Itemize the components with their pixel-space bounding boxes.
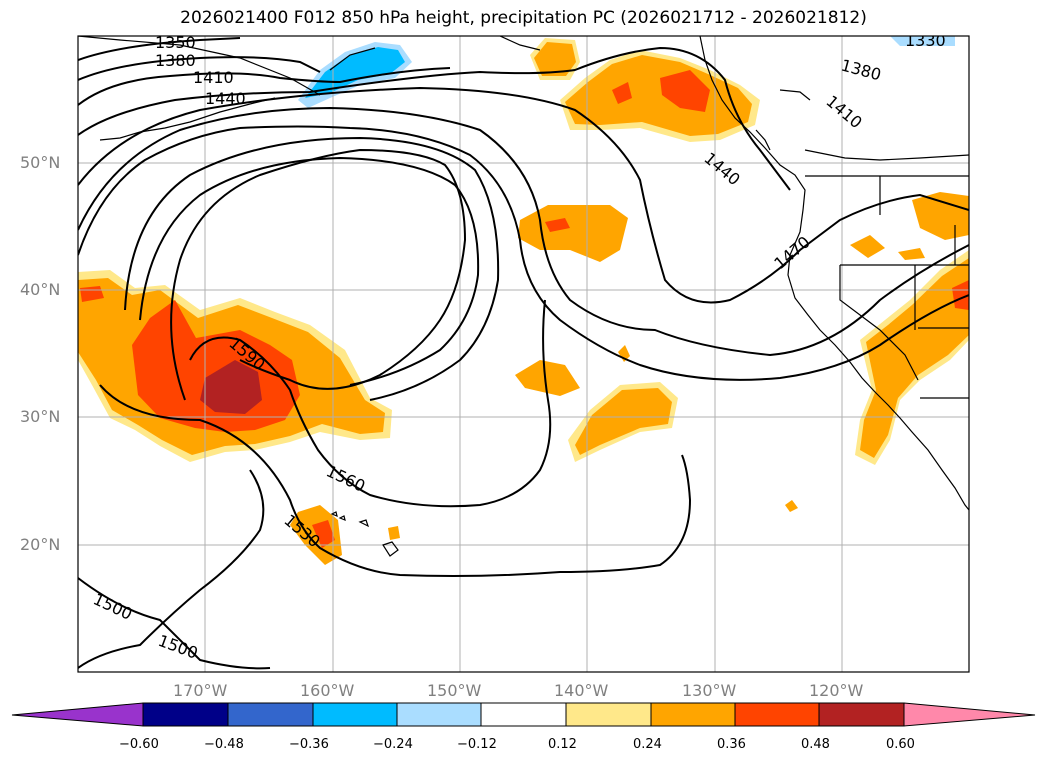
contour-label: 1470 <box>770 232 813 273</box>
colorbar-tick-label: 0.36 <box>717 737 746 752</box>
colorbar-segment <box>312 702 398 727</box>
contour-inner-1 <box>124 136 500 401</box>
lat-label: 40°N <box>20 280 61 299</box>
colorbar-tick-label: −0.48 <box>204 737 244 752</box>
contour-label: 1560 <box>323 461 368 495</box>
colorbar-segment <box>227 702 314 727</box>
map-title: 2026021400 F012 850 hPa height, precipit… <box>180 8 867 28</box>
colorbar-segment <box>818 702 905 727</box>
colorbar-extend-low <box>11 702 144 727</box>
colorbar-extend-high <box>903 702 1036 727</box>
precip-area-gulf-mid <box>534 42 576 76</box>
lat-label: 20°N <box>20 535 61 554</box>
precip-area-central-3-mid <box>575 388 672 455</box>
colorbar <box>11 702 1036 727</box>
lat-label: 50°N <box>20 153 61 172</box>
contour-1470-south <box>78 469 265 669</box>
precip-area-oregon <box>912 192 969 240</box>
contour-1380 <box>78 56 321 81</box>
contour-1500-south <box>78 577 271 670</box>
lon-label: 140°W <box>554 681 609 700</box>
height-contours <box>78 37 969 670</box>
contour-label: 1380 <box>839 56 883 85</box>
precip-area-dot-2 <box>785 500 798 512</box>
lon-label: 130°W <box>682 681 737 700</box>
contour-1410 <box>78 67 451 106</box>
colorbar-tick-label: −0.60 <box>119 737 159 752</box>
precip-area-bc-mid <box>565 55 752 136</box>
precip-area-hawaii-small <box>388 526 400 540</box>
contour-1530-north <box>78 125 969 381</box>
lat-label: 30°N <box>20 407 61 426</box>
precip-area-bc-high <box>660 70 710 112</box>
precip-area-nevada-dot <box>850 235 885 258</box>
map-frame <box>77 35 970 673</box>
colorbar-tick-label: −0.36 <box>289 737 329 752</box>
contour-1350 <box>78 37 241 61</box>
lon-label: 150°W <box>427 681 482 700</box>
colorbar-tick-label: 0.60 <box>886 737 915 752</box>
contour-inner-2 <box>139 156 480 386</box>
colorbar-tick-label: −0.12 <box>457 737 497 752</box>
precip-area-california-core <box>952 280 969 310</box>
precip-area-central-2 <box>515 360 580 396</box>
contour-label: 1500 <box>90 589 135 623</box>
precip-area-hawaii-core <box>312 520 335 548</box>
colorbar-segment <box>734 702 820 727</box>
precip-area-central-1 <box>518 205 628 262</box>
contour-label: 1330 <box>905 31 946 50</box>
precip-area-central-1-core <box>545 218 570 232</box>
precip-area-bc-small <box>612 82 632 104</box>
colorbar-tick-label: 0.12 <box>548 737 577 752</box>
precip-area-ne-neg <box>890 36 955 46</box>
contour-label: 1500 <box>156 631 201 663</box>
lon-label: 170°W <box>173 681 228 700</box>
contour-1530-south <box>99 384 692 577</box>
colorbar-segment <box>396 702 482 727</box>
colorbar-segment <box>565 702 652 727</box>
contour-1560 <box>170 148 467 401</box>
precip-area-hawaii <box>290 505 342 565</box>
contour-label: 1440 <box>205 89 246 108</box>
colorbar-segment <box>142 702 229 727</box>
lon-label: 120°W <box>809 681 864 700</box>
graticule <box>78 36 969 672</box>
precip-area-idaho-dot <box>898 248 925 260</box>
contour-label: 1410 <box>822 92 865 133</box>
colorbar-tick-label: −0.24 <box>373 737 413 752</box>
contour-label: 1410 <box>193 68 234 87</box>
colorbar-segment <box>650 702 736 727</box>
colorbar-tick-label: 0.24 <box>633 737 662 752</box>
precip-area-west-core <box>200 360 262 414</box>
contour-label: 1350 <box>155 33 196 52</box>
contour-1500-north <box>78 106 969 357</box>
lon-label: 160°W <box>300 681 355 700</box>
contour-1440 <box>78 46 791 191</box>
colorbar-tick-label: 0.48 <box>801 737 830 752</box>
precip-area-dot-1 <box>618 345 630 362</box>
contour-1590 <box>189 299 552 508</box>
precip-area-alaska-neg-core <box>305 47 405 98</box>
colorbar-segment <box>480 702 567 727</box>
contour-1470 <box>78 86 969 304</box>
contour-label: 1440 <box>700 149 743 190</box>
contour-label: 1380 <box>155 51 196 70</box>
